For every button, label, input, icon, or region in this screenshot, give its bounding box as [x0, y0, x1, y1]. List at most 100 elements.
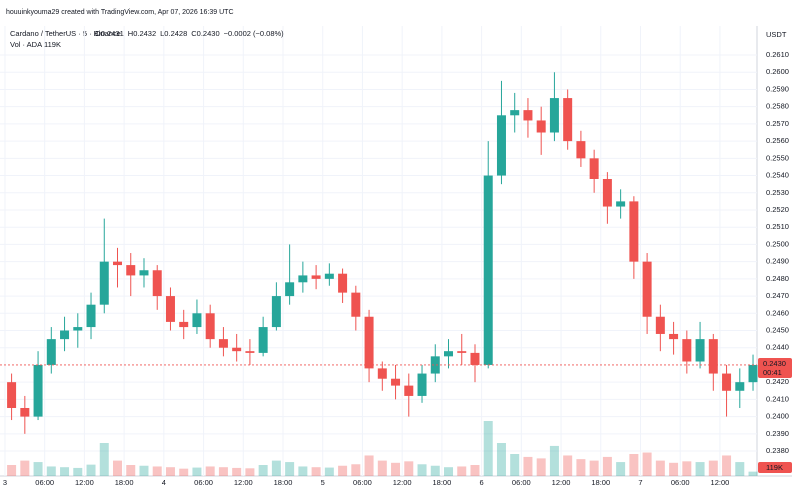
x-tick-label: 18:00	[115, 478, 134, 487]
volume-bar	[311, 467, 321, 476]
volume-bar	[457, 466, 467, 476]
candle-body	[616, 201, 626, 207]
y-tick-label: 0.2410	[766, 394, 789, 403]
volume-bar	[430, 465, 440, 476]
y-tick-label: 0.2590	[766, 84, 789, 93]
candle-body	[73, 327, 83, 331]
candle-body	[510, 110, 520, 116]
volume-bar	[510, 454, 520, 476]
candle-body	[152, 270, 162, 297]
candle-body	[245, 351, 255, 353]
candle-body	[232, 347, 242, 352]
volume-bar	[139, 465, 149, 476]
x-tick-label: 18:00	[432, 478, 451, 487]
volume-bar	[616, 462, 626, 476]
candle-body	[444, 351, 454, 357]
y-tick-label: 0.2390	[766, 429, 789, 438]
x-tick-label: 06:00	[194, 478, 213, 487]
candle-body	[576, 141, 586, 159]
volume-title: Vol · ADA	[10, 40, 42, 49]
candle-body	[113, 261, 123, 266]
candle-body	[682, 339, 692, 362]
candle-body	[258, 327, 268, 353]
candle-body	[523, 110, 533, 121]
countdown: 00:41	[763, 368, 782, 377]
y-tick-label: 0.2520	[766, 205, 789, 214]
volume-bar	[549, 445, 559, 476]
volume-bar	[629, 454, 639, 476]
volume-bar	[523, 456, 533, 476]
candle-body	[563, 98, 573, 142]
candle-body	[430, 356, 440, 374]
y-tick-label: 0.2580	[766, 102, 789, 111]
y-tick-label: 0.2500	[766, 239, 789, 248]
volume-bar	[192, 467, 202, 476]
volume-bar	[470, 465, 480, 476]
y-tick-label: 0.2450	[766, 325, 789, 334]
volume-bar	[33, 462, 43, 476]
volume-bar	[73, 467, 83, 476]
candle-body	[324, 273, 334, 279]
last-price-label: 0.2430	[763, 359, 786, 368]
volume-bar	[113, 460, 123, 476]
ohlc-value: −0.0002 (−0.08%)	[224, 29, 285, 38]
candle-body	[695, 339, 705, 362]
candle-body	[642, 261, 652, 317]
candle-body	[457, 351, 467, 353]
volume-bar	[258, 465, 268, 476]
volume-bar	[722, 455, 732, 476]
volume-bar	[152, 466, 162, 476]
y-tick-label: 0.2380	[766, 446, 789, 455]
y-tick-label: 0.2460	[766, 308, 789, 317]
candle-body	[496, 115, 506, 176]
candle-body	[179, 321, 189, 328]
volume-bar	[298, 466, 308, 476]
volume-bar	[735, 462, 745, 476]
volume-bar	[232, 467, 242, 476]
volume-bar	[20, 460, 30, 476]
volume-bar	[285, 462, 295, 476]
volume-bar	[602, 456, 612, 476]
volume-bar	[417, 464, 427, 476]
volume-bar	[99, 443, 109, 476]
volume-bar	[695, 462, 705, 476]
x-tick-label: 7	[638, 478, 642, 487]
volume-bar	[483, 421, 493, 476]
candle-body	[60, 330, 70, 340]
volume-bar	[179, 468, 189, 476]
x-tick-label: 06:00	[671, 478, 690, 487]
volume-axis-label: 119K	[766, 463, 783, 472]
candle-body	[404, 385, 414, 396]
chart-title: Cardano / TetherUS · 5 · Binance	[10, 29, 121, 38]
y-tick-label: 0.2540	[766, 171, 789, 180]
volume-bar	[748, 471, 758, 476]
y-tick-label: 0.2530	[766, 188, 789, 197]
volume-bar	[338, 465, 348, 476]
volume-bar	[364, 455, 374, 476]
y-tick-label: 0.2600	[766, 67, 789, 76]
candle-body	[7, 382, 17, 408]
x-tick-label: 06:00	[353, 478, 372, 487]
ohlc-value: C0.2430	[191, 29, 219, 38]
volume-bar	[271, 460, 281, 476]
x-tick-label: 4	[162, 478, 166, 487]
volume-bar	[391, 462, 401, 476]
candle-body	[139, 270, 149, 276]
volume-bar	[324, 467, 334, 476]
candle-body	[364, 316, 374, 369]
x-tick-label: 06:00	[35, 478, 54, 487]
candle-body	[192, 313, 202, 328]
volume-bar	[589, 460, 599, 476]
x-tick-label: 12:00	[552, 478, 571, 487]
volume-bar	[218, 467, 228, 476]
watermark: houuinkyouma29 created with TradingView.…	[6, 9, 234, 16]
x-tick-label: 3	[3, 478, 7, 487]
candle-body	[99, 261, 109, 305]
candle-body	[311, 275, 321, 279]
candle-body	[470, 352, 480, 365]
candle-body	[20, 407, 30, 417]
volume-bar	[404, 461, 414, 476]
candle-body	[417, 373, 427, 396]
candle-body	[391, 378, 401, 386]
